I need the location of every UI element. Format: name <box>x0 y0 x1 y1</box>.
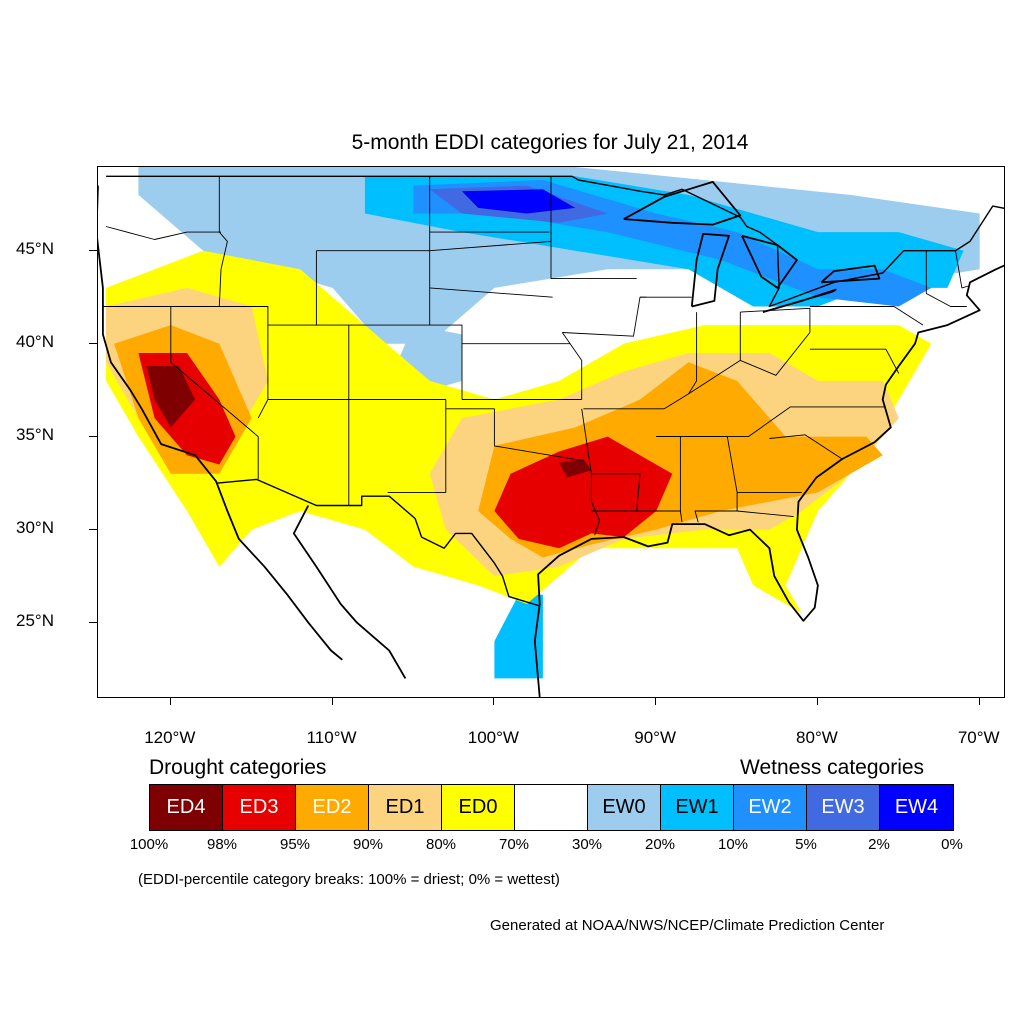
lon-tick-label: 80°W <box>796 728 838 747</box>
lat-tick <box>89 528 97 530</box>
lon-tick-label: 90°W <box>634 728 677 747</box>
mexico-border <box>217 478 540 607</box>
lat-tick <box>89 435 97 437</box>
state-boundary-14 <box>445 408 584 462</box>
lon-tick <box>816 697 818 705</box>
lon-tick <box>655 697 657 705</box>
lon-tick <box>978 697 980 705</box>
legend-break-label: 30% <box>571 836 603 853</box>
drought-categories-heading: Drought categories <box>149 756 327 779</box>
canada-border <box>106 175 1004 308</box>
lat-tick-label: 35°N <box>16 424 54 444</box>
legend-break-label: 100% <box>129 836 169 853</box>
great-lake-outline-4 <box>820 264 881 284</box>
lat-tick-label: 40°N <box>16 331 54 351</box>
legend-swatch-ew1: EW1 <box>661 785 734 830</box>
state-boundary-2 <box>170 306 259 480</box>
state-boundary-10 <box>316 240 552 252</box>
lat-tick-label: 30°N <box>16 517 54 537</box>
lat-tick-label: 45°N <box>16 238 54 258</box>
state-boundary-21 <box>590 473 600 536</box>
state-boundary-18 <box>561 332 583 400</box>
legend-break-label: 95% <box>279 836 311 853</box>
state-boundary-16 <box>550 176 637 280</box>
legend-swatch-ew3: EW3 <box>807 785 880 830</box>
lon-tick-label: 120°W <box>144 728 196 747</box>
state-boundary-38 <box>955 250 969 289</box>
state-boundary-20 <box>581 408 641 512</box>
legend-break-label: 80% <box>425 836 457 853</box>
legend-swatch-ed2: ED2 <box>296 785 369 830</box>
state-boundary-9 <box>387 399 447 493</box>
category-legend: ED4 ED3 ED2 ED1 ED0 EW0 EW1 EW2 EW3 EW4 <box>149 784 954 831</box>
legend-break-label: 10% <box>717 836 749 853</box>
gulf-of-california-coastline <box>292 505 407 679</box>
atlantic-gulf-coastline <box>533 264 1004 697</box>
great-lake-outline-2 <box>741 234 798 289</box>
legend-swatch-ew0: EW0 <box>588 785 661 830</box>
lat-tick <box>89 621 97 623</box>
map-panel <box>97 166 1005 698</box>
great-lake-outline-1 <box>690 233 730 308</box>
region-ew0-0 <box>138 167 980 344</box>
category-breaks-note: (EDDI-percentile category breaks: 100% =… <box>138 871 560 888</box>
legend-swatch-normal <box>515 785 588 830</box>
lon-tick-label: 100°W <box>467 728 519 747</box>
map-title: 5-month EDDI categories for July 21, 201… <box>351 131 749 154</box>
lon-tick <box>493 697 495 705</box>
legend-break-label: 98% <box>206 836 238 853</box>
region-ew4-4 <box>462 189 576 214</box>
legend-break-label: 5% <box>795 836 817 853</box>
state-boundary-3 <box>219 306 269 419</box>
great-lake-outline-3 <box>762 288 837 313</box>
state-boundary-23 <box>679 510 683 523</box>
lat-tick-label: 25°N <box>16 610 54 630</box>
state-boundary-25 <box>737 510 794 518</box>
legend-swatch-ed3: ED3 <box>223 785 296 830</box>
legend-break-label: 90% <box>352 836 384 853</box>
state-boundary-31 <box>740 307 811 333</box>
state-boundary-1 <box>105 226 221 240</box>
lat-tick <box>89 342 97 344</box>
region-ed4-15 <box>559 459 592 478</box>
pacific-coastline <box>98 185 343 661</box>
state-boundary-36 <box>926 293 967 307</box>
region-ed3-13 <box>494 436 673 549</box>
legend-break-label: 2% <box>868 836 890 853</box>
lon-tick-label: 110°W <box>306 728 357 747</box>
map-canvas <box>98 167 1004 697</box>
legend-swatch-ed0: ED0 <box>442 785 515 830</box>
legend-swatch-ew2: EW2 <box>734 785 807 830</box>
legend-break-label: 70% <box>498 836 530 853</box>
state-boundary-34 <box>769 434 843 460</box>
state-boundary-12 <box>429 287 553 298</box>
lon-tick-label: 70°W <box>957 728 1000 747</box>
credit-text: Generated at NOAA/NWS/NCEP/Climate Predi… <box>490 917 885 934</box>
state-boundary-28 <box>688 312 698 395</box>
lat-tick <box>89 249 97 251</box>
state-boundary-32 <box>809 306 924 326</box>
region-ew1-5 <box>494 594 543 679</box>
legend-swatch-ew4: EW4 <box>880 785 953 830</box>
lon-tick <box>169 697 171 705</box>
legend-break-label: 20% <box>644 836 676 853</box>
region-ed4-14 <box>146 366 196 428</box>
legend-swatch-ed4: ED4 <box>150 785 223 830</box>
legend-break-label: 0% <box>941 836 963 853</box>
legend-swatch-ed1: ED1 <box>369 785 442 830</box>
state-boundary-33 <box>809 348 900 374</box>
state-boundary-26 <box>656 406 885 438</box>
wetness-categories-heading: Wetness categories <box>740 756 925 779</box>
state-boundary-17 <box>562 296 647 337</box>
lon-tick <box>331 697 333 705</box>
great-lake-outline-0 <box>623 180 742 226</box>
